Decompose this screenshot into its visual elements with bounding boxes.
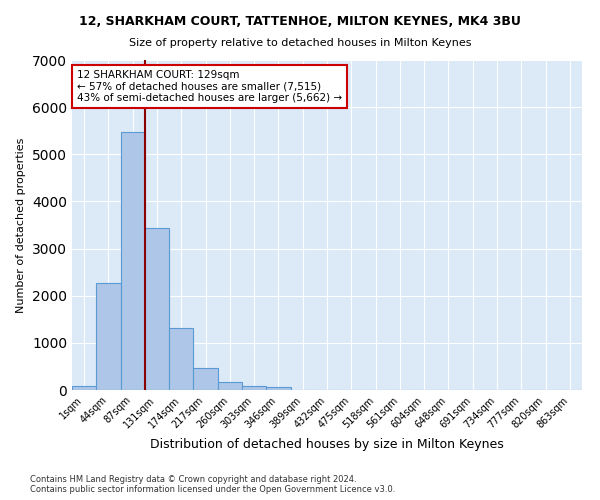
Bar <box>242 386 266 390</box>
Bar <box>193 368 218 390</box>
Bar <box>266 388 290 390</box>
Bar <box>169 328 193 390</box>
Bar <box>96 282 121 390</box>
Bar <box>121 132 145 390</box>
Bar <box>145 228 169 390</box>
Text: 12, SHARKHAM COURT, TATTENHOE, MILTON KEYNES, MK4 3BU: 12, SHARKHAM COURT, TATTENHOE, MILTON KE… <box>79 15 521 28</box>
Text: Contains HM Land Registry data © Crown copyright and database right 2024.: Contains HM Land Registry data © Crown c… <box>30 476 356 484</box>
X-axis label: Distribution of detached houses by size in Milton Keynes: Distribution of detached houses by size … <box>150 438 504 451</box>
Bar <box>218 382 242 390</box>
Text: 12 SHARKHAM COURT: 129sqm
← 57% of detached houses are smaller (7,515)
43% of se: 12 SHARKHAM COURT: 129sqm ← 57% of detac… <box>77 70 342 103</box>
Text: Size of property relative to detached houses in Milton Keynes: Size of property relative to detached ho… <box>129 38 471 48</box>
Bar <box>72 386 96 390</box>
Text: Contains public sector information licensed under the Open Government Licence v3: Contains public sector information licen… <box>30 486 395 494</box>
Y-axis label: Number of detached properties: Number of detached properties <box>16 138 26 312</box>
